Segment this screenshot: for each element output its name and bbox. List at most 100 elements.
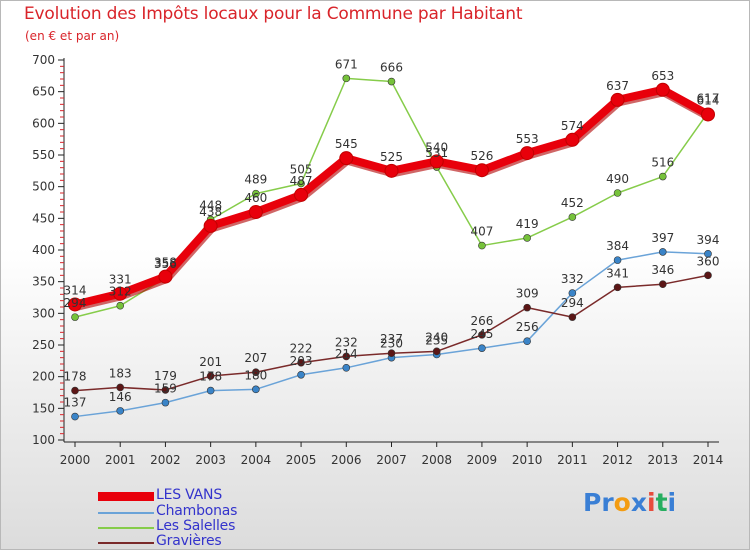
data-label-chambonas: 137 [64, 396, 87, 410]
x-tick-label: 2004 [241, 453, 272, 467]
chart-subtitle: (en € et par an) [25, 29, 120, 43]
x-tick-label: 2000 [60, 453, 91, 467]
data-point-les-vans [384, 163, 399, 178]
data-point-les-salelles [252, 189, 260, 198]
data-point-gravieres [658, 280, 667, 289]
data-label-les-salelles: 312 [109, 285, 132, 299]
y-tick-label: 450 [32, 211, 55, 225]
data-label-les-vans: 553 [516, 132, 539, 146]
data-label-gravieres: 222 [290, 342, 313, 356]
data-label-gravieres: 240 [425, 330, 448, 344]
y-tick-label: 550 [32, 148, 55, 162]
data-label-gravieres: 232 [335, 335, 358, 349]
data-point-chambonas [71, 412, 79, 421]
x-tick-label: 2006 [331, 453, 362, 467]
x-tick-label: 2001 [105, 453, 136, 467]
data-label-gravieres: 201 [199, 355, 222, 369]
chart-title: Evolution des Impôts locaux pour la Comm… [24, 4, 523, 24]
data-label-chambonas: 332 [561, 272, 584, 286]
data-label-les-vans: 525 [380, 150, 403, 164]
y-tick-label: 350 [32, 275, 55, 289]
data-label-les-salelles: 666 [380, 61, 403, 75]
x-tick-label: 2007 [376, 453, 407, 467]
data-point-les-salelles [387, 77, 396, 86]
y-tick-label: 150 [32, 401, 55, 415]
x-tick-label: 2011 [557, 453, 588, 467]
data-point-les-vans [520, 146, 535, 161]
x-tick-label: 2010 [512, 453, 543, 467]
data-label-gravieres: 179 [154, 369, 177, 383]
data-label-les-vans: 545 [335, 137, 358, 151]
data-point-chambonas [342, 363, 351, 372]
data-point-les-salelles [613, 189, 622, 197]
data-label-les-salelles: 448 [199, 199, 222, 213]
data-point-chambonas [161, 398, 170, 407]
data-point-gravieres [387, 349, 396, 358]
x-tick-label: 2012 [602, 453, 633, 467]
data-label-chambonas: 159 [154, 382, 177, 396]
x-tick-label: 2002 [150, 453, 181, 467]
data-label-gravieres: 183 [109, 366, 132, 380]
data-label-les-salelles: 617 [697, 92, 720, 106]
logo-letter: t [655, 488, 668, 517]
data-point-gravieres [161, 386, 170, 394]
data-label-chambonas: 397 [651, 231, 674, 245]
data-label-chambonas: 178 [199, 370, 222, 384]
logo-letter: r [601, 488, 614, 517]
data-point-gravieres [342, 352, 351, 361]
data-point-chambonas [206, 386, 215, 395]
data-point-gravieres [297, 358, 305, 367]
data-point-les-vans [248, 205, 263, 219]
x-tick-label: 2005 [286, 453, 317, 467]
data-label-les-salelles: 356 [154, 257, 177, 271]
logo-letter: i [647, 488, 656, 517]
data-label-les-salelles: 294 [64, 296, 87, 310]
data-label-gravieres: 266 [470, 314, 493, 328]
legend-swatch-chambonas [98, 512, 154, 514]
data-label-gravieres: 360 [697, 254, 720, 268]
data-point-les-vans [610, 92, 625, 107]
data-point-gravieres [478, 331, 486, 339]
data-label-les-vans: 460 [244, 191, 267, 205]
legend-swatch-les-vans [98, 492, 154, 501]
data-label-les-vans: 653 [651, 69, 674, 83]
data-label-chambonas: 214 [335, 347, 358, 361]
data-label-les-vans: 331 [109, 273, 132, 287]
data-label-gravieres: 309 [516, 287, 539, 301]
data-label-les-salelles: 489 [244, 173, 267, 187]
y-tick-label: 400 [32, 243, 55, 257]
data-point-chambonas [478, 344, 486, 352]
data-point-gravieres [704, 271, 712, 280]
data-point-les-vans [339, 151, 354, 166]
data-label-les-salelles: 407 [470, 225, 493, 239]
legend-label-chambonas: Chambonas [156, 503, 238, 519]
data-point-les-salelles [658, 172, 667, 181]
chart-series [68, 74, 715, 421]
data-point-les-vans [203, 218, 218, 233]
data-label-chambonas: 235 [425, 334, 448, 348]
logo-letter: x [630, 488, 647, 517]
x-tick-label: 2003 [195, 453, 226, 467]
legend-label-les-salelles: Les Salelles [156, 518, 236, 534]
data-label-chambonas: 256 [516, 320, 539, 334]
data-label-chambonas: 230 [380, 337, 403, 351]
data-point-chambonas [658, 248, 667, 256]
y-tick-label: 300 [32, 306, 55, 320]
data-label-les-vans: 637 [606, 79, 629, 93]
logo-letter: i [667, 488, 677, 517]
data-label-les-salelles: 490 [606, 172, 629, 186]
y-tick-label: 650 [32, 85, 55, 99]
proxiti-logo: Proxiti [583, 488, 676, 517]
legend-swatch-les-salelles [98, 527, 154, 529]
data-point-les-vans [113, 286, 128, 301]
data-label-gravieres: 207 [244, 351, 267, 365]
data-point-les-salelles [116, 301, 125, 310]
data-point-les-vans [655, 82, 670, 97]
legend-label-les-vans: LES VANS [156, 487, 223, 503]
data-label-gravieres: 294 [561, 296, 584, 310]
data-label-les-vans: 487 [290, 174, 313, 188]
data-point-les-salelles [71, 313, 79, 321]
data-point-les-vans [701, 107, 715, 122]
data-point-les-salelles [523, 234, 531, 242]
